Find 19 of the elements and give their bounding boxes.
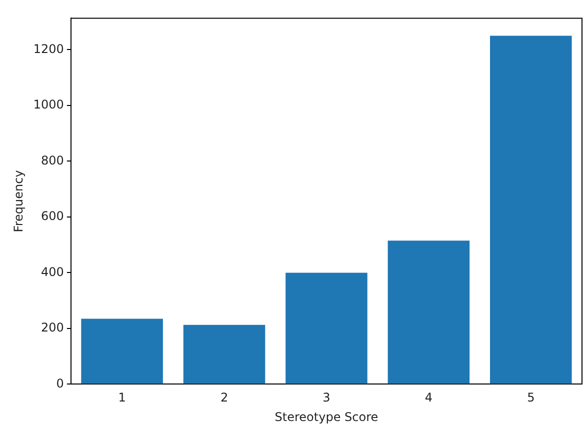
bar [388,240,470,384]
x-tick-label: 4 [424,390,432,405]
y-tick-label: 0 [56,376,64,390]
y-tick-label: 800 [41,153,64,168]
y-tick-label: 200 [41,320,64,335]
x-tick-label: 2 [220,390,228,405]
bar [183,324,266,384]
bar [286,272,368,384]
y-tick-label: 1200 [33,42,64,56]
x-axis-title: Stereotype Score [274,410,378,424]
x-tick-label: 5 [527,390,535,405]
x-tick-label: 3 [322,390,330,405]
y-tick-label: 600 [41,209,64,224]
y-axis-title: Frequency [11,170,26,232]
y-tick-label: 400 [41,264,64,279]
x-tick-label: 1 [118,390,126,405]
bar [81,318,163,384]
bar [490,36,572,384]
y-tick-label: 1000 [33,98,64,112]
